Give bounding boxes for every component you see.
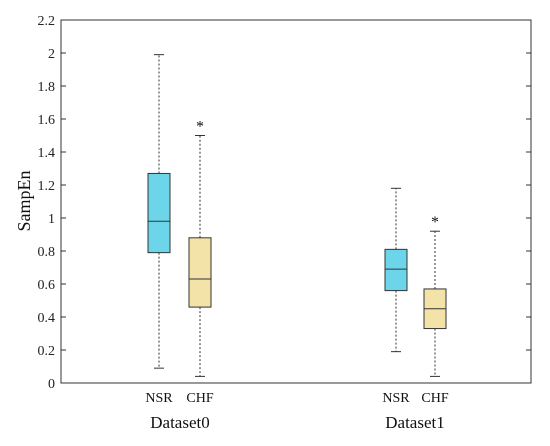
y-tick-label-9: 1.8	[38, 80, 56, 95]
box-label-Dataset1-CHF: CHF	[421, 391, 448, 406]
y-tick-label-6: 1.2	[38, 179, 56, 194]
y-tick-label-3: 0.6	[38, 278, 56, 293]
box-Dataset1-CHF: *	[423, 214, 447, 377]
plot-area	[60, 19, 532, 384]
y-axis-label: SampEn	[14, 171, 34, 232]
y-tick-label-11: 2.2	[38, 14, 56, 29]
y-tick-label-10: 2	[48, 47, 55, 62]
outlier-marker-0: *	[431, 214, 439, 231]
y-tick-label-7: 1.4	[38, 146, 56, 161]
iqr-box	[147, 172, 171, 254]
box-Dataset0-NSR	[147, 54, 171, 369]
y-tick-label-2: 0.4	[38, 311, 56, 326]
box-series: **	[147, 54, 447, 377]
y-tick-label-0: 0	[48, 377, 55, 392]
x-axis-labels: NSR CHF Dataset0 NSR CHF Dataset1	[145, 391, 448, 432]
y-tick-label-8: 1.6	[38, 113, 56, 128]
y-tick-label-1: 0.2	[38, 344, 56, 359]
iqr-box	[384, 248, 408, 292]
box-label-Dataset1-NSR: NSR	[382, 391, 410, 406]
y-axis-ticks: 0 0.2 0.4 0.6 0.8 1 1.2 1.4 1.6 1.8 2 2.2	[38, 14, 531, 392]
box-label-Dataset0-NSR: NSR	[145, 391, 173, 406]
y-tick-label-4: 0.8	[38, 245, 56, 260]
iqr-box	[188, 237, 212, 308]
box-Dataset1-NSR	[384, 187, 408, 353]
group-label-Dataset0: Dataset0	[150, 413, 209, 432]
y-tick-label-5: 1	[48, 212, 55, 227]
box-label-Dataset0-CHF: CHF	[186, 391, 213, 406]
outlier-marker-0: *	[196, 118, 204, 135]
group-label-Dataset1: Dataset1	[385, 413, 444, 432]
box-Dataset0-CHF: *	[188, 118, 212, 377]
